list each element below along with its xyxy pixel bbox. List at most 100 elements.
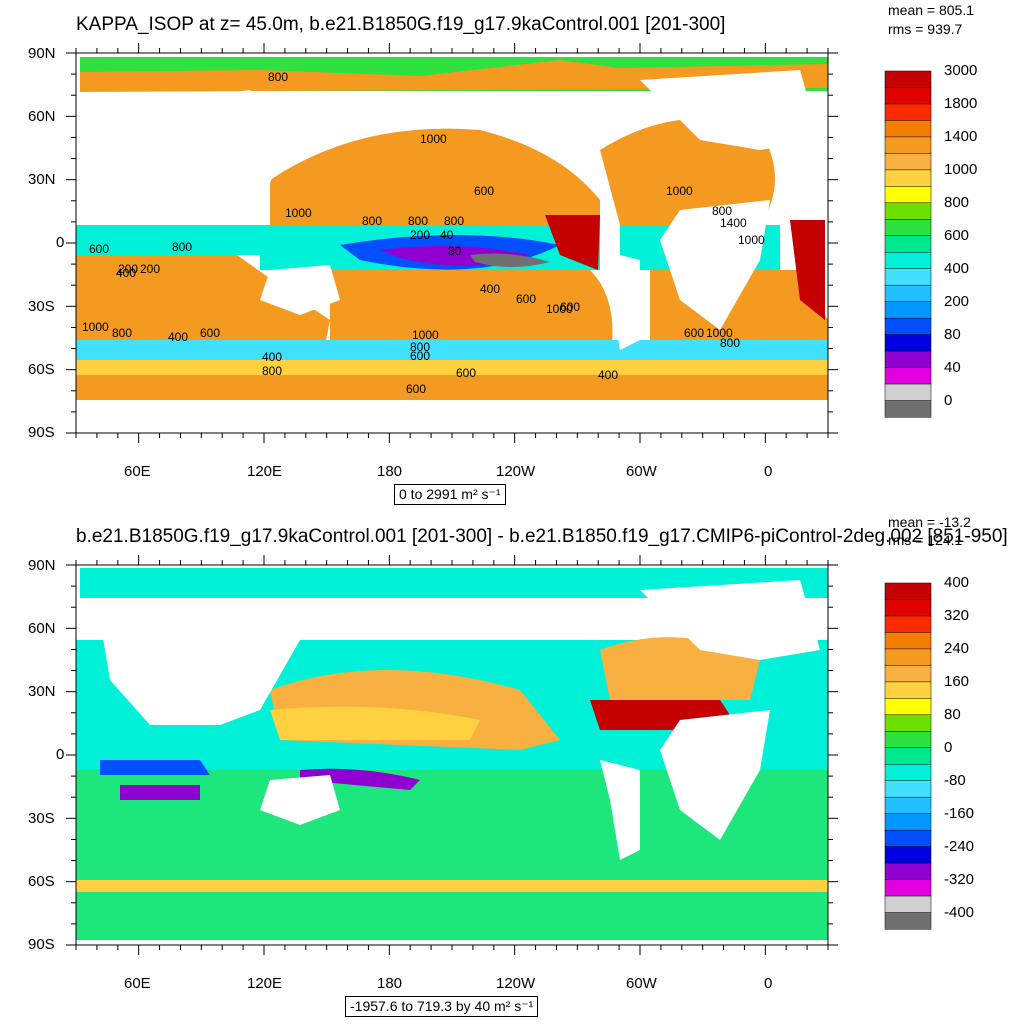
contour-label: 400 <box>480 282 501 296</box>
p2-colorbar-swatch <box>884 747 932 765</box>
p1-colorbar-swatch <box>884 186 932 204</box>
p2-lat-60s: 60S <box>28 873 55 890</box>
contour-label: 1000 <box>738 233 765 247</box>
p2-colorbar-swatch <box>884 665 932 683</box>
contour-label: 400 <box>168 330 189 344</box>
p1-lat-30n: 30N <box>28 171 56 188</box>
p2-colorbar-swatch <box>884 698 932 716</box>
p1-colorbar-label: 0 <box>944 391 953 409</box>
p2-lon-120w: 120W <box>496 975 536 992</box>
p1-colorbar-swatch <box>884 153 932 171</box>
p1-colorbar-label: 600 <box>944 226 970 244</box>
contour-label: 80 <box>448 244 462 258</box>
p2-colorbar-label: -160 <box>944 804 975 822</box>
p1-lon-180: 180 <box>377 463 403 480</box>
p2-colorbar-swatch <box>884 895 932 914</box>
p2-lat-60n: 60N <box>28 620 56 637</box>
p1-colorbar-swatch <box>884 301 932 319</box>
p1-lat-90n: 90N <box>28 45 56 62</box>
p2-colorbar-swatch <box>884 632 932 650</box>
p2-lon-0: 0 <box>764 975 773 992</box>
p2-colorbar-swatch <box>884 681 932 699</box>
p2-lon-60e: 60E <box>124 975 151 992</box>
p2-colorbar-label: 400 <box>944 574 970 591</box>
contour-label: 200 <box>140 262 161 276</box>
p1-colorbar-swatch <box>884 169 932 187</box>
panel2-map <box>76 565 828 945</box>
p1-colorbar-swatch <box>884 251 932 270</box>
contour-label: 600 <box>474 184 495 198</box>
p1-colorbar-swatch <box>884 70 932 89</box>
contour-label: 600 <box>456 366 477 380</box>
contour-label: 800 <box>262 364 283 378</box>
p2-colorbar-swatch <box>884 780 932 798</box>
p2-colorbar-label: 80 <box>944 705 961 723</box>
p1-colorbar-label: 1400 <box>944 127 978 145</box>
p2-colorbar-label: 160 <box>944 672 970 690</box>
contour-label: 1000 <box>420 132 447 146</box>
p1-lon-0: 0 <box>764 463 773 480</box>
contour-label: 400 <box>116 266 137 280</box>
p2-colorbar-swatch <box>884 829 932 848</box>
contour-label: 600 <box>410 349 431 363</box>
p1-colorbar-label: 3000 <box>944 62 978 79</box>
p1-colorbar-swatch <box>884 317 932 336</box>
p1-lon-120w: 120W <box>496 463 536 480</box>
contour-label: 1000 <box>706 326 733 340</box>
contour-label: 1400 <box>720 216 747 230</box>
p1-colorbar-swatch <box>884 400 932 418</box>
contour-label: 600 <box>89 242 110 256</box>
p2-colorbar-label: 0 <box>944 738 953 756</box>
contour-label: 1000 <box>546 302 573 316</box>
panel1-title: KAPPA_ISOP at z= 45.0m, b.e21.B1850G.f19… <box>76 14 726 35</box>
p2-lat-30n: 30N <box>28 683 56 700</box>
contour-label: 800 <box>720 336 741 350</box>
p1-colorbar-label: 1000 <box>944 160 978 178</box>
p1-colorbar-swatch <box>884 87 932 105</box>
p2-colorbar-label: 240 <box>944 639 970 657</box>
p1-lat-60n: 60N <box>28 108 56 125</box>
p1-colorbar-swatch <box>884 284 932 303</box>
contour-label: 400 <box>262 350 283 364</box>
p2-lon-180: 180 <box>377 975 403 992</box>
p1-colorbar-swatch <box>884 120 932 138</box>
p1-lat-0: 0 <box>56 234 65 251</box>
p2-colorbar-swatch <box>884 731 932 749</box>
p1-lat-60s: 60S <box>28 361 55 378</box>
contour-label: 600 <box>684 326 705 340</box>
p1-colorbar-swatch <box>884 235 932 253</box>
panel2-rms: rms = 124.1 <box>888 532 963 548</box>
p2-colorbar-label: -320 <box>944 870 975 888</box>
contour-label: 800 <box>268 70 289 84</box>
axis-ticks <box>66 43 838 955</box>
p1-lon-60w: 60W <box>626 463 657 480</box>
p2-colorbar-label: 320 <box>944 606 970 624</box>
p1-colorbar-label: 200 <box>944 292 970 310</box>
contour-label: 200 <box>410 228 431 242</box>
panel1-range-box: 0 to 2991 m² s⁻¹ <box>394 484 506 505</box>
p2-colorbar-swatch <box>884 582 932 601</box>
panel1-colorbar <box>884 70 932 418</box>
p2-colorbar-swatch <box>884 796 932 815</box>
p2-colorbar-swatch <box>884 615 932 633</box>
contour-label: 800 <box>362 214 383 228</box>
contour-label: 1000 <box>82 320 109 334</box>
p2-colorbar-swatch <box>884 912 932 930</box>
contour-label: 800 <box>408 214 429 228</box>
p1-colorbar-swatch <box>884 350 932 369</box>
panel1-map <box>76 53 828 433</box>
panel1-rms: rms = 939.7 <box>888 21 963 37</box>
contour-label: 800 <box>172 240 193 254</box>
p2-lat-0: 0 <box>56 746 65 763</box>
p1-colorbar-swatch <box>884 334 932 352</box>
p2-colorbar-swatch <box>884 846 932 864</box>
p2-colorbar-swatch <box>884 813 932 831</box>
p2-colorbar-label: -240 <box>944 837 975 855</box>
panel1-mean: mean = 805.1 <box>888 2 975 18</box>
p1-colorbar-swatch <box>884 383 932 402</box>
panel2-title: b.e21.B1850G.f19_g17.9kaControl.001 [201… <box>76 526 1008 547</box>
contour-label: 400 <box>598 368 619 382</box>
contour-label: 600 <box>406 382 427 396</box>
panel2-range-box: -1957.6 to 719.3 by 40 m² s⁻¹ <box>345 996 539 1017</box>
